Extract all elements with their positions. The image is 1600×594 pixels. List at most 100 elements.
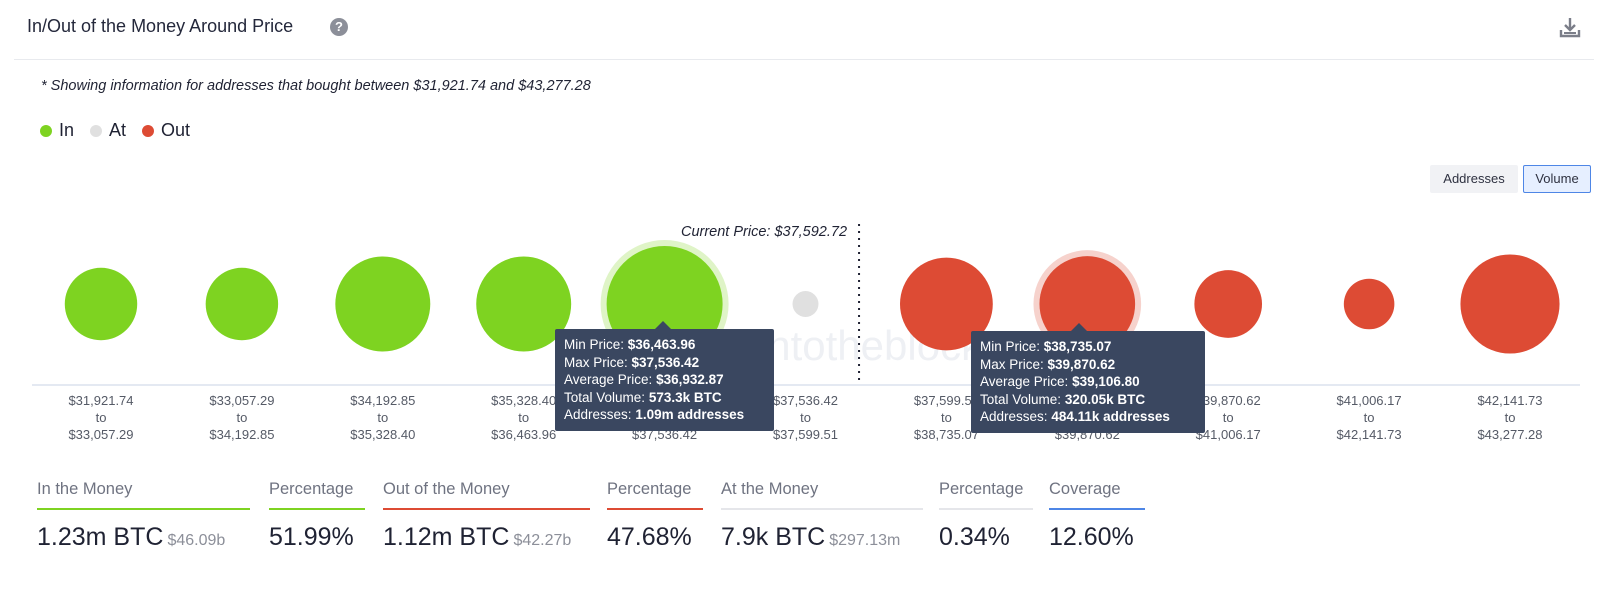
legend-dot-out	[142, 124, 155, 137]
stat-sub-value: $46.09b	[167, 532, 226, 549]
tooltip-avg-value: $36,932.87	[656, 372, 724, 387]
tooltip-row-vol: Total Volume: 573.3k BTC	[564, 389, 765, 407]
range-from-label: $42,141.73	[1477, 393, 1542, 408]
range-to-word: to	[941, 410, 952, 425]
stat-value: 51.99%	[269, 523, 354, 551]
legend: In At Out	[40, 120, 190, 141]
range-to-label: $35,328.40	[350, 427, 415, 442]
stat-value: 0.34%	[939, 523, 1010, 551]
stat-label: Percentage	[939, 480, 1033, 510]
range-from-label: $41,006.17	[1337, 393, 1402, 408]
current-price-label: Current Price: $37,592.72	[681, 224, 847, 240]
tooltip-avg-value: $39,106.80	[1072, 374, 1140, 389]
stat-in-percentage: Percentage 51.99%	[269, 480, 365, 552]
tooltip-row-min: Min Price: $38,735.07	[980, 338, 1196, 356]
stat-label: Percentage	[269, 480, 365, 510]
stat-in-the-money: In the Money 1.23m BTC $46.09b	[37, 480, 250, 552]
range-to-word: to	[96, 410, 107, 425]
summary-stats: In the Money 1.23m BTC $46.09b Percentage…	[0, 480, 1600, 590]
tooltip-min-label: Min Price:	[564, 337, 625, 352]
tooltip-row-max: Max Price: $37,536.42	[564, 354, 765, 372]
stat-sub-value: $297.13m	[829, 532, 901, 549]
stat-out-of-the-money: Out of the Money 1.12m BTC $42.27b	[383, 480, 590, 552]
tooltip-max-value: $39,870.62	[1047, 356, 1116, 372]
range-to-label: $36,463.96	[491, 427, 556, 442]
range-from-label: $37,536.42	[773, 393, 838, 408]
range-to-word: to	[236, 410, 247, 425]
tooltip-row-vol: Total Volume: 320.05k BTC	[980, 391, 1196, 409]
range-to-label: $43,277.28	[1477, 427, 1542, 442]
tooltip-range-8: Min Price: $38,735.07 Max Price: $39,870…	[971, 323, 1205, 433]
stat-value-text: 1.23m BTC	[37, 523, 164, 551]
range-from-label: $37,599.51	[914, 393, 979, 408]
bubble-out[interactable]	[1194, 270, 1263, 338]
range-to-word: to	[800, 410, 811, 425]
legend-label-at: At	[109, 120, 127, 140]
bubble-at[interactable]	[792, 291, 819, 317]
legend-dot-in	[40, 124, 52, 137]
panel-header: In/Out of the Money Around Price ?	[14, 0, 1594, 60]
legend-dot-at	[90, 124, 103, 137]
addresses-toggle-button[interactable]: Addresses	[1430, 165, 1518, 193]
legend-item-out[interactable]: Out	[142, 120, 190, 141]
tooltip-max-label: Max Price:	[564, 354, 628, 370]
range-to-word: to	[377, 410, 388, 425]
question-circle-icon[interactable]: ?	[330, 18, 348, 36]
stat-value: 7.9k BTC $297.13m	[721, 523, 923, 552]
range-from-label: $31,921.74	[68, 393, 133, 408]
stat-at-the-money: At the Money 7.9k BTC $297.13m	[721, 480, 923, 552]
tooltip-min-value: $36,463.96	[627, 337, 696, 352]
stat-label: Coverage	[1049, 480, 1145, 510]
range-to-label: $38,735.07	[914, 427, 979, 442]
tooltip-addr-label: Addresses:	[980, 409, 1048, 424]
tooltip-addr-label: Addresses:	[564, 407, 632, 422]
bubble-chart: intotheblock$31,921.74to$33,057.29$33,05…	[32, 224, 1580, 442]
range-to-label: $42,141.73	[1337, 427, 1402, 442]
bubble-out[interactable]	[1460, 254, 1560, 354]
download-icon[interactable]	[1559, 16, 1581, 38]
bubble-in[interactable]	[476, 256, 572, 352]
range-to-label: $37,536.42	[632, 427, 697, 442]
range-from-label: $34,192.85	[350, 393, 415, 408]
stat-label: At the Money	[721, 480, 923, 510]
stat-coverage: Coverage 12.60%	[1049, 480, 1145, 552]
tooltip-max-label: Max Price:	[980, 356, 1044, 372]
tooltip-row-addr: Addresses: 1.09m addresses	[564, 406, 765, 424]
bubble-in[interactable]	[64, 267, 138, 341]
tooltip-row-avg: Average Price: $39,106.80	[980, 373, 1196, 391]
tooltip-min-label: Min Price:	[980, 339, 1041, 354]
range-to-label: $41,006.17	[1196, 427, 1261, 442]
range-to-word: to	[1505, 410, 1516, 425]
tooltip-vol-label: Total Volume:	[564, 389, 646, 405]
stat-label: Percentage	[607, 480, 703, 510]
tooltip-row-avg: Average Price: $36,932.87	[564, 371, 765, 389]
range-to-word: to	[1364, 410, 1375, 425]
range-to-label: $37,599.51	[773, 427, 838, 442]
tooltip-vol-label: Total Volume:	[980, 391, 1062, 407]
bubble-out[interactable]	[1039, 256, 1136, 352]
bubble-out[interactable]	[900, 257, 993, 351]
volume-toggle-button[interactable]: Volume	[1523, 165, 1591, 193]
tooltip-max-value: $37,536.42	[631, 354, 700, 370]
stat-value: 47.68%	[607, 523, 692, 551]
legend-item-in[interactable]: In	[40, 120, 74, 141]
tooltip-range-5: Min Price: $36,463.96 Max Price: $37,536…	[555, 321, 774, 431]
page-title: In/Out of the Money Around Price	[27, 16, 294, 36]
bubble-in[interactable]	[205, 267, 279, 341]
tooltip-vol-value: 573.3k BTC	[648, 389, 722, 405]
range-to-word: to	[1223, 410, 1234, 425]
stat-value-text: 7.9k BTC	[721, 523, 826, 551]
bubble-out[interactable]	[1343, 278, 1395, 330]
range-from-label: $39,870.62	[1196, 393, 1261, 408]
range-to-label: $34,192.85	[209, 427, 274, 442]
stat-sub-value: $42.27b	[513, 532, 572, 549]
legend-item-at[interactable]: At	[90, 120, 126, 141]
bubble-in[interactable]	[335, 256, 431, 352]
range-to-word: to	[518, 410, 529, 425]
tooltip-vol-value: 320.05k BTC	[1064, 391, 1146, 407]
stat-value: 1.23m BTC $46.09b	[37, 523, 250, 552]
stat-value: 12.60%	[1049, 523, 1134, 551]
stat-out-percentage: Percentage 47.68%	[607, 480, 703, 552]
tooltip-avg-label: Average Price:	[564, 372, 653, 387]
legend-label-out: Out	[161, 120, 191, 140]
